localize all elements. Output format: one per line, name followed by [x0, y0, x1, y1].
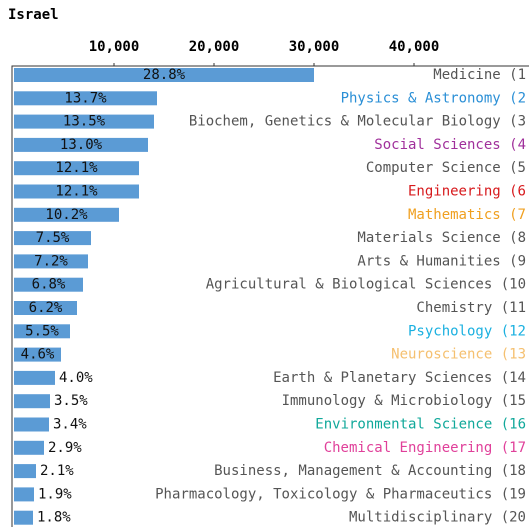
bar — [14, 68, 314, 82]
bar — [14, 91, 157, 106]
category-label: Arts & Humanities (9 — [357, 253, 526, 269]
category-label: Chemical Engineering (17 — [324, 440, 526, 456]
value-label: 13.7% — [64, 90, 107, 106]
category-label: Agricultural & Biological Sciences (10 — [206, 277, 526, 293]
category-label: Computer Science (5 — [366, 160, 526, 176]
category-label: Biochem, Genetics & Molecular Biology (3 — [189, 114, 526, 130]
bar — [14, 510, 33, 525]
category-label: Business, Management & Accounting (18 — [214, 463, 526, 479]
value-label: 5.5% — [25, 323, 59, 339]
bar — [14, 137, 148, 152]
bar — [14, 254, 88, 269]
value-label: 4.6% — [21, 347, 55, 363]
category-label: Environmental Science (16 — [315, 417, 526, 433]
value-label: 3.4% — [53, 417, 87, 433]
bar — [14, 301, 77, 315]
value-label: 7.5% — [36, 230, 70, 246]
value-label: 12.1% — [55, 184, 98, 200]
category-label: Mathematics (7 — [408, 207, 526, 223]
value-label: 10.2% — [45, 207, 88, 223]
category-label: Immunology & Microbiology (15 — [282, 393, 526, 409]
bar — [14, 487, 34, 502]
category-label: Materials Science (8 — [357, 230, 526, 246]
bar — [14, 324, 70, 339]
category-label: Chemistry (11 — [416, 300, 526, 316]
value-label: 28.8% — [143, 67, 186, 83]
chart-title: Israel — [8, 7, 59, 23]
value-label: 2.1% — [40, 463, 74, 479]
bar — [14, 440, 44, 455]
value-label: 12.1% — [55, 160, 98, 176]
plot-frame — [11, 65, 529, 527]
bar — [14, 207, 119, 222]
category-label: Social Sciences (4 — [374, 137, 526, 153]
category-label: Psychology (12 — [408, 323, 526, 339]
value-label: 3.5% — [54, 393, 88, 409]
bar — [14, 347, 61, 362]
value-label: 13.5% — [63, 114, 106, 130]
bar — [14, 161, 139, 176]
bar — [14, 464, 36, 479]
bar — [14, 184, 139, 199]
value-label: 4.0% — [59, 370, 93, 386]
category-label: Pharmacology, Toxicology & Pharmaceutics… — [155, 486, 526, 502]
category-label: Physics & Astronomy (2 — [341, 90, 526, 106]
bar — [14, 277, 83, 292]
category-label: Multidisciplinary (20 — [349, 510, 526, 526]
category-label: Neuroscience (13 — [391, 347, 526, 363]
bar — [14, 417, 49, 432]
value-label: 13.0% — [60, 137, 103, 153]
x-tick-label: 20,000 — [189, 39, 240, 55]
value-label: 7.2% — [34, 253, 68, 269]
bar — [14, 114, 154, 129]
bar — [14, 370, 55, 385]
x-tick-label: 40,000 — [389, 39, 440, 55]
value-label: 1.9% — [38, 486, 72, 502]
x-tick-label: 10,000 — [89, 39, 140, 55]
category-label: Earth & Planetary Sciences (14 — [273, 370, 526, 386]
x-tick-label: 30,000 — [289, 39, 340, 55]
value-label: 2.9% — [48, 440, 82, 456]
bar — [14, 231, 91, 246]
value-label: 1.8% — [37, 510, 71, 526]
value-label: 6.8% — [32, 277, 66, 293]
bar — [14, 394, 50, 409]
category-label: Medicine (1 — [433, 67, 526, 83]
category-label: Engineering (6 — [408, 184, 526, 200]
value-label: 6.2% — [29, 300, 63, 316]
